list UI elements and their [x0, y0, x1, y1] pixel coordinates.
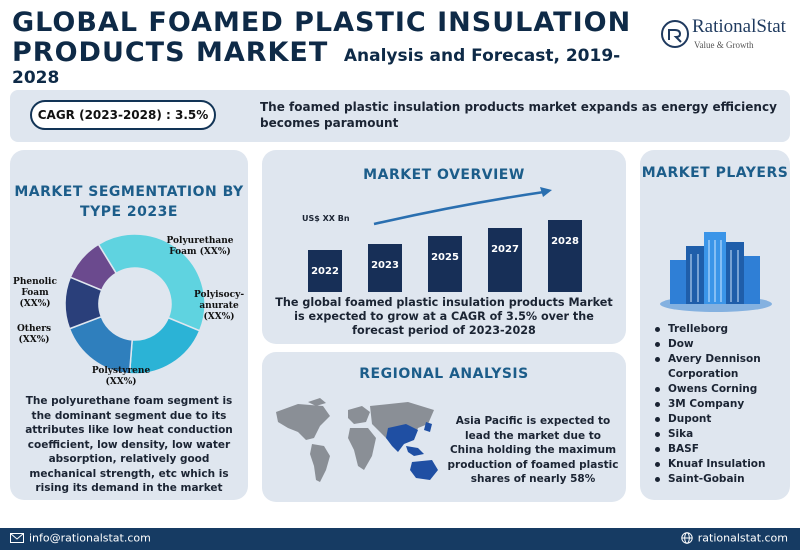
- segmentation-panel: MARKET SEGMENTATION BY TYPE 2023E Polyur…: [10, 150, 248, 500]
- market-player-item: Sika: [654, 427, 788, 442]
- market-players-list: Trelleborg Dow Avery Dennison Corporation O…: [654, 322, 788, 487]
- overview-year-label: 2025: [431, 252, 459, 263]
- overview-year-label: 2023: [371, 260, 399, 271]
- overview-bar-2025: [428, 236, 462, 292]
- overview-bar-2028: [548, 220, 582, 292]
- email-icon: [10, 533, 24, 543]
- overview-bar-2022: [308, 250, 342, 292]
- market-overview-description: The global foamed plastic insulation pro…: [275, 296, 613, 337]
- footer-website[interactable]: rationalstat.com: [681, 531, 788, 545]
- label-polyisocyanurate: Polyisocy-anurate (XX%): [193, 290, 245, 322]
- footer-website-text: rationalstat.com: [697, 531, 788, 545]
- market-player-item: Owens Corning: [654, 382, 788, 397]
- footer: info@rationalstat.com rationalstat.com: [0, 528, 800, 550]
- segmentation-donut-chart: [64, 233, 206, 375]
- regional-analysis-title: REGIONAL ANALYSIS: [359, 366, 529, 382]
- logo-name: RationalStat: [692, 16, 786, 37]
- regional-analysis-description: Asia Pacific is expected to lead the mar…: [447, 415, 619, 485]
- market-player-item: 3M Company: [654, 397, 788, 412]
- donut-slice-polyurethane: [97, 233, 206, 332]
- overview-bar-chart: US$ XX Bn 2022 2023 2025 2027 2028: [302, 187, 582, 292]
- overview-year-label: 2027: [491, 244, 519, 255]
- overview-year-label: 2028: [551, 236, 579, 247]
- market-players-title: MARKET PLAYERS: [641, 165, 789, 181]
- label-polystyrene: Polystyrene (XX%): [91, 366, 151, 387]
- market-player-item: Dow: [654, 337, 788, 352]
- market-player-item: Dupont: [654, 412, 788, 427]
- growth-arrow-icon: [373, 190, 545, 226]
- market-player-item: Trelleborg: [654, 322, 788, 337]
- overview-unit-label: US$ XX Bn: [302, 214, 350, 223]
- logo-tagline: Value & Growth: [694, 40, 754, 50]
- market-player-item: Avery Dennison Corporation: [654, 352, 788, 382]
- world-map-icon: [276, 398, 438, 482]
- segmentation-title: MARKET SEGMENTATION BY TYPE 2023E: [14, 184, 244, 220]
- globe-icon: [681, 532, 693, 544]
- regional-analysis-panel: REGIONAL ANALYSIS Asia Pacific is expect…: [262, 352, 626, 502]
- title-line-2: PRODUCTS MARKET: [12, 37, 329, 68]
- footer-email-text: info@rationalstat.com: [29, 531, 151, 545]
- footer-email[interactable]: info@rationalstat.com: [10, 531, 151, 545]
- subtitle: Analysis and Forecast, 2019-2028: [12, 46, 621, 88]
- growth-arrow-head-icon: [540, 187, 552, 197]
- market-player-item: Knuaf Insulation: [654, 457, 788, 472]
- segmentation-description: The polyurethane foam segment is the dom…: [25, 395, 233, 494]
- title-line-1: GLOBAL FOAMED PLASTIC INSULATION: [12, 7, 632, 38]
- label-others: Others (XX%): [16, 324, 52, 345]
- company-logo: RationalStat Value & Growth: [660, 14, 790, 54]
- donut-slice-phenolic: [69, 243, 118, 292]
- banner-text: The foamed plastic insulation products m…: [260, 100, 777, 130]
- cagr-badge: CAGR (2023-2028) : 3.5%: [30, 100, 216, 130]
- label-polyurethane: Polyurethane Foam (XX%): [166, 236, 234, 257]
- market-player-item: Saint-Gobain: [654, 472, 788, 487]
- logo-mark-icon: [661, 20, 689, 48]
- city-buildings-icon: [660, 232, 772, 312]
- overview-bar-2023: [368, 244, 402, 292]
- overview-year-label: 2022: [311, 266, 339, 277]
- market-overview-title: MARKET OVERVIEW: [363, 167, 525, 183]
- overview-bar-2027: [488, 228, 522, 292]
- market-overview-panel: MARKET OVERVIEW US$ XX Bn 2022 2023 2025 20…: [262, 150, 626, 344]
- label-phenolic: Phenolic Foam (XX%): [13, 277, 57, 309]
- market-players-panel: MARKET PLAYERS Trelleborg Dow Avery Dennis…: [640, 150, 790, 500]
- page-title: GLOBAL FOAMED PLASTIC INSULATION PRODUCT…: [12, 7, 652, 89]
- market-player-item: BASF: [654, 442, 788, 457]
- summary-banner: CAGR (2023-2028) : 3.5% The foamed plast…: [10, 90, 790, 142]
